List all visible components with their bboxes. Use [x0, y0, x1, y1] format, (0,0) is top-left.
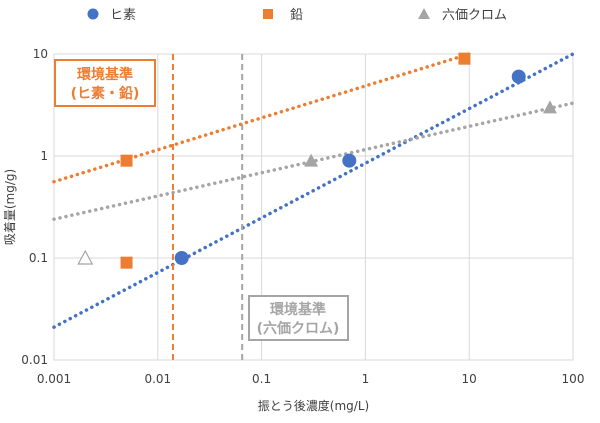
y-axis-title: 吸着量(mg/g)	[2, 169, 17, 245]
point-triangle-hollow-0	[77, 249, 94, 265]
point-triangle-0	[304, 153, 319, 167]
y-tick-label: 10	[33, 47, 48, 61]
legend-label-arsenic: ヒ素	[110, 8, 136, 23]
y-tick-label: 0.1	[29, 251, 48, 265]
y-tick-label: 0.01	[21, 353, 48, 367]
data-points	[77, 52, 557, 269]
x-tick-label: 0.001	[37, 372, 71, 386]
x-axis-title: 振とう後濃度(mg/L)	[258, 398, 369, 413]
standard-box-arsenic-lead-frame	[54, 59, 156, 107]
x-tick-label: 100	[562, 372, 585, 386]
y-tick-label: 1	[40, 149, 48, 163]
standard-box-chromium: 環境基準 (六価クロム)	[248, 295, 349, 341]
legend-marker-lead	[263, 9, 273, 19]
legend-label-chromium: 六価クロム	[442, 8, 507, 23]
standard-box-chromium-line1: 環境基準	[270, 301, 326, 318]
x-tick-labels: 0.001 0.01 0.1 1 10 100	[37, 372, 585, 386]
legend: ヒ素 鉛 六価クロム	[87, 8, 507, 23]
point-square-1	[120, 154, 133, 167]
plot-frame	[53, 53, 574, 361]
legend-marker-arsenic	[87, 8, 99, 20]
point-square-2	[458, 52, 471, 65]
x-tick-label: 0.1	[252, 372, 271, 386]
point-square-0	[120, 256, 133, 269]
trendline-series-0	[52, 52, 575, 329]
standard-box-chromium-frame	[248, 295, 349, 341]
point-circle-2	[511, 69, 526, 84]
standard-box-arsenic-lead-line1: 環境基準	[77, 66, 133, 83]
legend-item-chromium: 六価クロム	[418, 8, 507, 23]
x-tick-label: 0.01	[144, 372, 171, 386]
reference-lines	[171, 54, 244, 360]
legend-marker-chromium	[418, 8, 430, 19]
legend-item-lead: 鉛	[263, 8, 303, 23]
x-tick-label: 1	[362, 372, 370, 386]
legend-label-lead: 鉛	[290, 8, 303, 23]
point-circle-0	[174, 251, 189, 265]
standard-box-arsenic-lead-line2: (ヒ素・鉛)	[71, 85, 140, 102]
x-tick-label: 10	[462, 372, 477, 386]
point-circle-1	[342, 153, 357, 168]
standard-box-arsenic-lead: 環境基準 (ヒ素・鉛)	[54, 59, 156, 107]
y-tick-labels: 0.01 0.1 1 10	[21, 47, 48, 367]
legend-item-arsenic: ヒ素	[87, 8, 136, 23]
standard-box-chromium-line2: (六価クロム)	[257, 320, 340, 337]
point-triangle-1	[542, 100, 557, 114]
